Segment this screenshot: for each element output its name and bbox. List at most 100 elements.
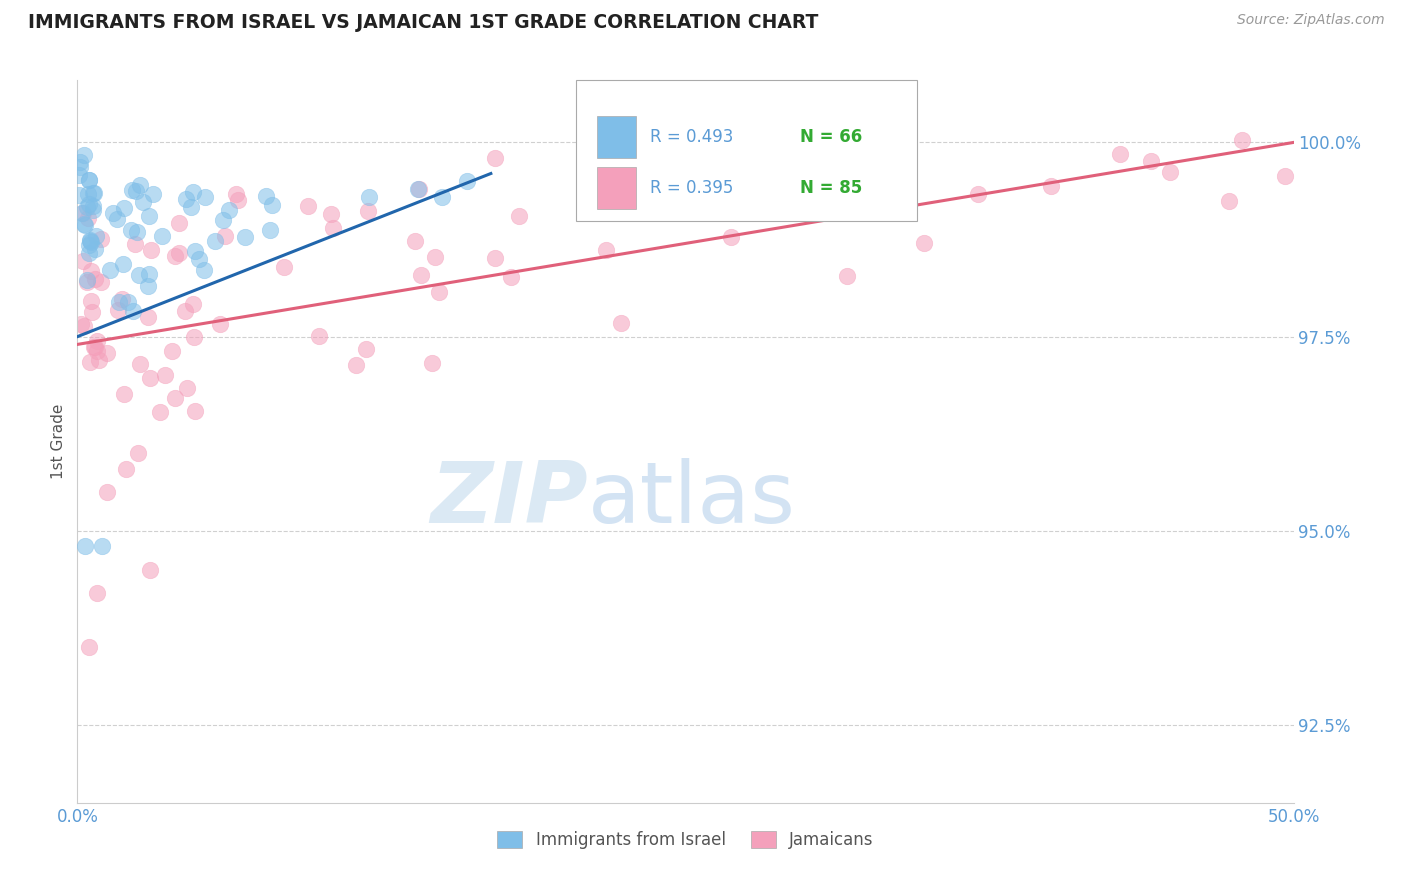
Point [167, 216, 190, 230]
Point [79, 238, 101, 252]
Point [484, 251, 506, 265]
Point [188, 252, 211, 266]
Point [184, 244, 207, 258]
Point [84, 228, 107, 243]
Point [73, 540, 96, 554]
Point [70, 206, 93, 220]
Point [75, 218, 97, 232]
Point [138, 371, 160, 385]
Point [107, 302, 129, 317]
Point [84, 340, 107, 354]
Point [508, 210, 530, 224]
Point [89, 352, 111, 367]
Point [136, 278, 159, 293]
Point [260, 197, 283, 211]
Point [181, 185, 204, 199]
Point [105, 211, 128, 226]
Point [228, 194, 250, 208]
Point [1218, 194, 1240, 208]
Bar [596, 167, 636, 209]
Point [484, 151, 506, 165]
Point [779, 184, 801, 198]
Point [111, 257, 134, 271]
Point [183, 329, 205, 343]
Text: ZIP: ZIP [430, 458, 588, 541]
Point [1274, 169, 1296, 183]
Point [209, 318, 232, 332]
Point [595, 243, 617, 257]
Point [72, 254, 94, 268]
Point [83, 340, 105, 354]
Text: IMMIGRANTS FROM ISRAEL VS JAMAICAN 1ST GRADE CORRELATION CHART: IMMIGRANTS FROM ISRAEL VS JAMAICAN 1ST G… [28, 13, 818, 32]
Point [128, 357, 150, 371]
Point [235, 230, 257, 244]
Point [103, 206, 125, 220]
Text: N = 66: N = 66 [800, 128, 862, 146]
Point [72, 206, 94, 220]
Point [427, 285, 450, 299]
Point [77, 186, 100, 201]
Point [404, 234, 426, 248]
Point [69, 155, 91, 169]
Point [82, 199, 104, 213]
Point [121, 183, 143, 197]
Text: atlas: atlas [588, 458, 796, 541]
Point [259, 222, 281, 236]
Point [180, 200, 202, 214]
Point [76, 273, 98, 287]
Point [79, 235, 101, 249]
Point [69, 160, 91, 174]
Point [112, 202, 135, 216]
Point [86, 586, 108, 600]
Point [354, 342, 377, 356]
Legend: Immigrants from Israel, Jamaicans: Immigrants from Israel, Jamaicans [491, 824, 880, 856]
Point [218, 203, 240, 218]
Point [90, 276, 112, 290]
Point [835, 192, 858, 206]
Point [141, 244, 163, 258]
Point [408, 182, 430, 196]
Point [79, 234, 101, 248]
Point [308, 328, 330, 343]
Point [225, 186, 247, 201]
Point [1108, 146, 1130, 161]
Point [108, 294, 131, 309]
Point [79, 264, 101, 278]
Point [73, 217, 96, 231]
Point [98, 263, 121, 277]
Point [69, 188, 91, 202]
Point [127, 446, 149, 460]
Point [835, 268, 858, 283]
Point [138, 267, 160, 281]
Point [967, 187, 990, 202]
Point [880, 193, 903, 207]
Point [165, 249, 187, 263]
Point [80, 304, 103, 318]
Point [501, 269, 523, 284]
Point [720, 230, 742, 244]
Point [76, 200, 98, 214]
Point [79, 235, 101, 250]
Point [212, 213, 235, 227]
Point [167, 246, 190, 260]
Point [73, 148, 96, 162]
Point [406, 182, 429, 196]
Point [132, 195, 155, 210]
Point [76, 275, 98, 289]
Bar [596, 116, 636, 158]
Point [77, 196, 100, 211]
Point [82, 203, 104, 218]
Y-axis label: 1st Grade: 1st Grade [51, 404, 66, 479]
Point [344, 358, 367, 372]
Point [82, 186, 104, 201]
Point [214, 229, 236, 244]
Point [77, 173, 100, 187]
Point [77, 173, 100, 187]
Point [125, 225, 148, 239]
Point [83, 272, 105, 286]
Point [912, 235, 935, 250]
Point [83, 243, 105, 257]
FancyBboxPatch shape [576, 80, 917, 221]
Point [420, 356, 443, 370]
Point [359, 190, 381, 204]
